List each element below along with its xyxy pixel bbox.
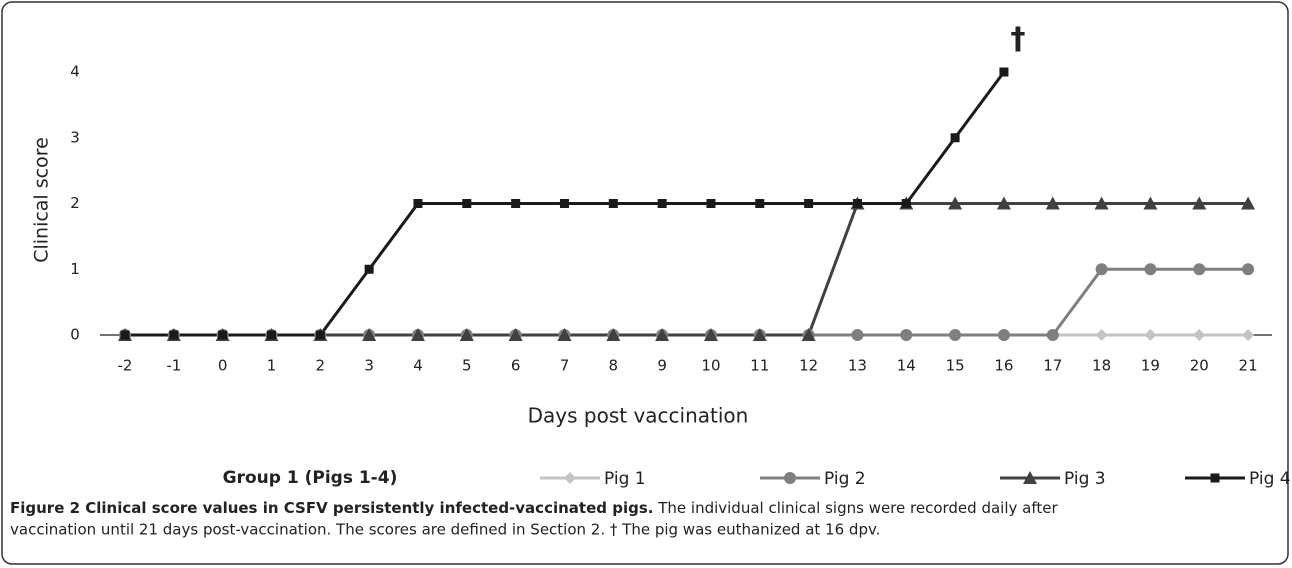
legend-marker (784, 472, 796, 484)
data-point (901, 199, 911, 208)
annotation: † (1010, 22, 1025, 57)
x-tick-label: 11 (750, 357, 769, 375)
legend-title: Group 1 (Pigs 1-4) (223, 468, 398, 488)
x-tick-label: 19 (1141, 357, 1160, 375)
data-point (120, 330, 130, 340)
y-tick-label: 2 (70, 194, 80, 212)
data-point (1144, 329, 1157, 341)
data-point (608, 199, 618, 208)
data-point (362, 328, 377, 341)
data-point (1241, 196, 1256, 210)
y-axis-label: Clinical score (31, 137, 53, 263)
x-tick-label: 8 (609, 357, 619, 375)
x-axis-label: Days post vaccination (528, 404, 749, 428)
data-point (852, 199, 862, 208)
data-point (1095, 329, 1108, 341)
x-tick-label: 17 (1043, 357, 1062, 375)
legend-marker (564, 472, 576, 484)
x-tick-label: 4 (413, 357, 423, 375)
data-point (1242, 329, 1255, 341)
data-point (364, 264, 374, 274)
legend-marker (1023, 471, 1037, 484)
legend-label: Pig 4 (1249, 469, 1291, 489)
x-tick-label: 20 (1190, 357, 1209, 375)
data-point (1242, 263, 1255, 276)
data-point (997, 329, 1010, 341)
legend-label: Pig 1 (604, 469, 646, 489)
data-point (801, 328, 816, 341)
x-tick-label: 6 (511, 357, 521, 375)
x-tick-label: 10 (701, 357, 720, 375)
caption-title: Figure 2 Clinical score values in CSFV p… (10, 499, 653, 517)
data-point (655, 328, 670, 341)
legend-label: Pig 2 (824, 469, 866, 489)
data-point (996, 196, 1011, 210)
data-point (1046, 329, 1059, 341)
data-point (410, 328, 425, 341)
x-tick-label: 18 (1092, 357, 1111, 375)
data-point (752, 328, 767, 341)
data-point (948, 196, 963, 210)
data-point (703, 328, 718, 341)
legend-marker (1210, 473, 1220, 483)
data-point (508, 328, 523, 341)
x-tick-label: 3 (364, 357, 374, 375)
data-point (900, 329, 913, 341)
data-point (1095, 263, 1108, 276)
data-point (1094, 196, 1109, 210)
data-point (1193, 263, 1206, 276)
x-tick-label: 0 (218, 357, 228, 375)
data-point (804, 199, 814, 208)
x-tick-label: -2 (118, 357, 133, 375)
x-tick-label: 15 (946, 357, 965, 375)
x-tick-label: 21 (1239, 357, 1258, 375)
x-tick-label: 16 (994, 357, 1013, 375)
y-tick-label: 4 (70, 63, 80, 81)
data-point (266, 330, 276, 340)
data-point (949, 329, 962, 341)
data-point (851, 329, 864, 341)
data-point (706, 199, 716, 208)
data-point (755, 199, 765, 208)
data-point (1045, 196, 1060, 210)
data-point (462, 199, 472, 208)
x-tick-label: 12 (799, 357, 818, 375)
data-point (557, 328, 572, 341)
data-point (657, 199, 667, 208)
data-point (511, 199, 521, 208)
data-point (559, 199, 569, 208)
y-tick-label: 1 (70, 260, 80, 278)
x-tick-label: -1 (166, 357, 181, 375)
x-tick-label: 7 (560, 357, 570, 375)
x-tick-label: 14 (897, 357, 916, 375)
data-point (315, 330, 325, 340)
legend-label: Pig 3 (1064, 469, 1106, 489)
data-point (413, 199, 423, 208)
caption-line: The individual clinical signs were recor… (657, 499, 1058, 517)
data-point (1192, 196, 1207, 210)
x-tick-label: 13 (848, 357, 867, 375)
data-point (459, 328, 474, 341)
data-point (1193, 329, 1206, 341)
y-tick-label: 3 (70, 128, 80, 146)
data-point (1143, 196, 1158, 210)
caption: Figure 2 Clinical score values in CSFV p… (10, 499, 1058, 517)
data-point (218, 330, 228, 340)
x-tick-label: 9 (657, 357, 667, 375)
caption-line: vaccination until 21 days post-vaccinati… (10, 521, 880, 539)
data-point (169, 330, 179, 340)
data-point (950, 133, 960, 143)
x-tick-label: 5 (462, 357, 472, 375)
data-point (999, 67, 1009, 77)
y-tick-label: 0 (70, 326, 80, 344)
data-point (606, 328, 621, 341)
x-tick-label: 2 (316, 357, 326, 375)
data-point (1144, 263, 1157, 276)
x-tick-label: 1 (267, 357, 277, 375)
